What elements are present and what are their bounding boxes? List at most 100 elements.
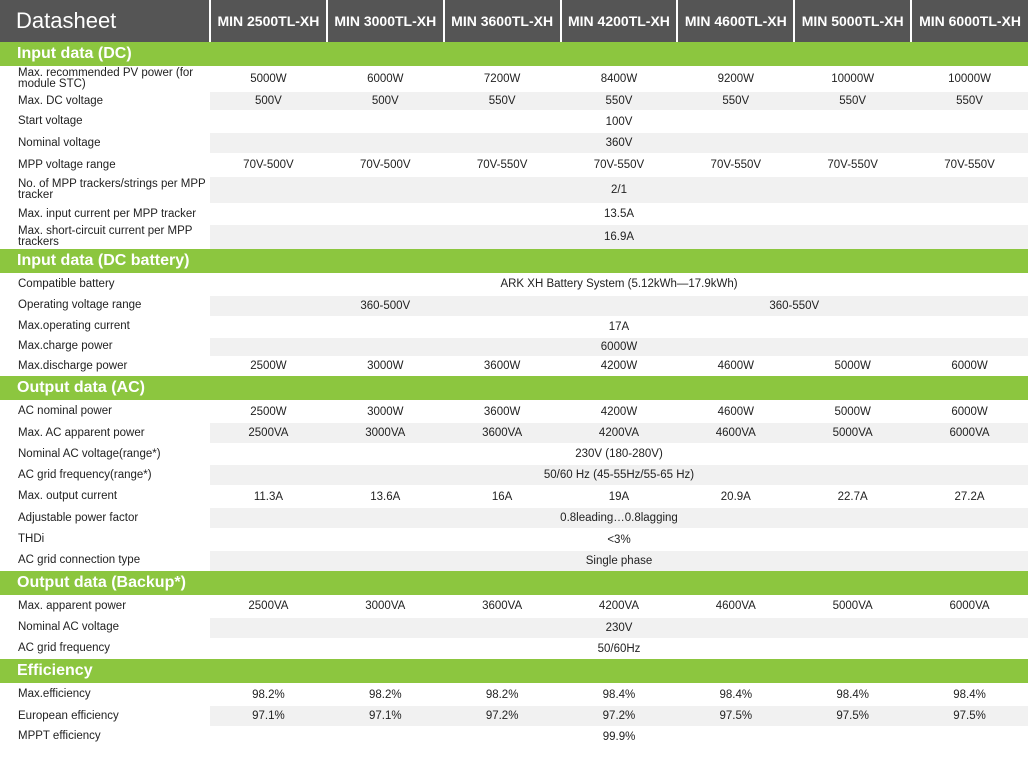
merged-value: 230V [210,616,1028,638]
cell-value: 3600W [443,355,561,376]
table-row: Max. AC apparent power 2500VA 3000VA 3600VA… [0,422,1028,444]
row-label: Max. AC apparent power [0,422,211,444]
model-header: MIN 3600TL-XH [442,0,561,42]
cell-value: 3000VA [326,422,444,444]
datasheet-title: Datasheet [0,0,212,42]
merged-value: 99.9% [210,726,1028,747]
cell-value: 10000W [794,66,912,92]
merged-value: 50/60Hz [210,637,1028,659]
cell-value: 2500W [210,400,327,423]
cell-value: 2500VA [210,594,327,617]
merged-value: 17A [210,315,1028,337]
row-label: MPP voltage range [0,153,211,177]
cell-value: 6000W [911,355,1028,376]
cell-value: 8400W [560,66,678,92]
cell-value: 550V [794,91,912,111]
section-header: Input data (DC) [0,42,1028,67]
table-row: Max.efficiency 98.2% 98.2% 98.2% 98.4% 98.4% 9… [0,683,1028,706]
cell-value: 20.9A [677,485,795,508]
cell-value: 11.3A [210,485,327,508]
cell-value: 97.5% [911,705,1028,727]
cell-value: 5000VA [794,594,912,617]
table-row: MPPT efficiency 99.9% [0,726,1028,747]
cell-value: 98.4% [911,683,1028,706]
cell-value: 3000VA [326,594,444,617]
table-row: AC grid frequency(range*) 50/60 Hz (45-55… [0,464,1028,486]
cell-value: 4200W [560,400,678,423]
merged-value: 360V [210,132,1028,154]
table-row: AC grid frequency 50/60Hz [0,637,1028,659]
row-label: Nominal AC voltage [0,616,211,638]
cell-value: 98.4% [794,683,912,706]
model-header: MIN 2500TL-XH [209,0,327,42]
section-header: Efficiency [0,659,1028,684]
section-title: Input data (DC battery) [0,248,1028,273]
cell-value: 98.2% [326,683,444,706]
merged-value: <3% [210,528,1028,551]
cell-value: 70V-550V [911,153,1028,177]
row-label: AC nominal power [0,400,211,423]
model-header: MIN 4200TL-XH [559,0,678,42]
cell-value: 97.2% [560,705,678,727]
merged-value: 2/1 [210,176,1028,204]
cell-value: 10000W [911,66,1028,92]
table-row: Compatible battery ARK XH Battery System … [0,272,1028,295]
row-label: MPPT efficiency [0,726,211,747]
row-label: Max. short-circuit current per MPP track… [0,224,211,249]
cell-value: 98.4% [677,683,795,706]
cell-value: 70V-550V [443,153,561,177]
row-label: Operating voltage range [0,294,211,316]
cell-value: 6000VA [911,594,1028,617]
cell-value: 16A [443,485,561,508]
model-header: MIN 5000TL-XH [793,0,912,42]
cell-value: 550V [911,91,1028,111]
row-label: Nominal voltage [0,132,211,154]
row-label: Max. DC voltage [0,91,211,111]
cell-value: 3600VA [443,594,561,617]
cell-value: 5000W [210,66,327,92]
header-row: Datasheet MIN 2500TL-XH MIN 3000TL-XH MI… [0,0,1028,42]
cell-value: 4600W [677,400,795,423]
table-row: Max.charge power 6000W [0,336,1028,356]
cell-value: 97.5% [677,705,795,727]
table-row: Nominal AC voltage 230V [0,616,1028,638]
section-header: Input data (DC battery) [0,248,1028,273]
row-label: Max. input current per MPP tracker [0,203,211,225]
cell-value: 13.6A [326,485,444,508]
cell-value: 3600VA [443,422,561,444]
row-label: Start voltage [0,110,211,133]
cell-value: 5000W [794,400,912,423]
section-title: Input data (DC) [0,42,1028,67]
merged-value: 0.8leading…0.8lagging [210,507,1028,529]
section-header: Output data (Backup*) [0,570,1028,595]
table-row: THDi <3% [0,528,1028,551]
cell-value: 6000VA [911,422,1028,444]
row-label: THDi [0,528,211,551]
merged-value: 50/60 Hz (45-55Hz/55-65 Hz) [210,464,1028,486]
cell-value: 500V [326,91,444,111]
cell-value: 6000W [911,400,1028,423]
cell-value: 70V-500V [326,153,444,177]
cell-value: 70V-500V [210,153,327,177]
table-row: Max.operating current 17A [0,315,1028,337]
cell-value: 97.1% [210,705,327,727]
merged-value: 13.5A [210,203,1028,225]
cell-value: 70V-550V [677,153,795,177]
table-row: Operating voltage range 360-500V 360-550V [0,294,1028,316]
cell-value: 550V [443,91,561,111]
row-label: Max.discharge power [0,355,211,376]
cell-value: 98.2% [210,683,327,706]
cell-value: 70V-550V [560,153,678,177]
cell-value: 500V [210,91,327,111]
row-label: AC grid connection type [0,550,211,571]
table-row: Adjustable power factor 0.8leading…0.8lag… [0,507,1028,529]
row-label: Max. apparent power [0,594,211,617]
row-label: No. of MPP trackers/strings per MPP trac… [0,176,211,204]
section-title: Output data (Backup*) [0,570,1028,595]
table-row: Max. output current 11.3A 13.6A 16A 19A 20.9A… [0,485,1028,508]
datasheet-table: Datasheet MIN 2500TL-XH MIN 3000TL-XH MI… [0,0,1028,747]
section-header: Output data (AC) [0,376,1028,401]
table-row: Max. recommended PV power (for module ST… [0,66,1028,92]
cell-value: 98.2% [443,683,561,706]
table-row: Max. input current per MPP tracker 13.5A [0,203,1028,225]
